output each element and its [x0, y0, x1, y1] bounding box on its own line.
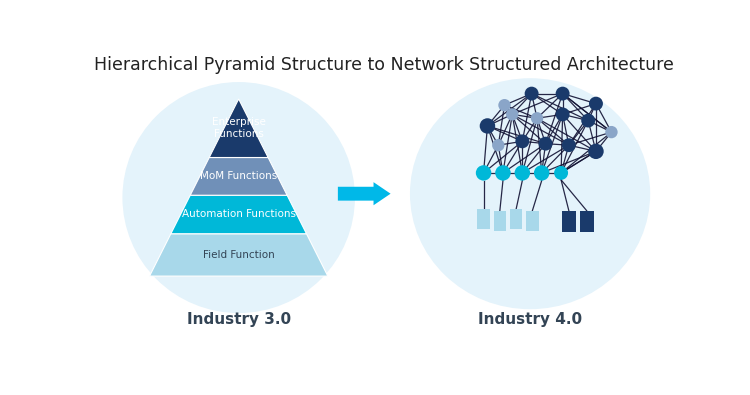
- Circle shape: [495, 165, 511, 181]
- FancyBboxPatch shape: [494, 211, 506, 231]
- Circle shape: [556, 107, 569, 121]
- Circle shape: [531, 112, 543, 124]
- Circle shape: [525, 87, 538, 101]
- Circle shape: [506, 108, 518, 120]
- Circle shape: [605, 126, 618, 138]
- Text: Field Function: Field Function: [202, 250, 274, 260]
- Circle shape: [581, 114, 596, 128]
- Circle shape: [514, 165, 530, 181]
- Polygon shape: [209, 99, 268, 158]
- Text: Hierarchical Pyramid Structure to Network Structured Architecture: Hierarchical Pyramid Structure to Networ…: [94, 56, 674, 74]
- Ellipse shape: [410, 78, 650, 309]
- Circle shape: [480, 118, 495, 134]
- FancyBboxPatch shape: [562, 211, 576, 232]
- Circle shape: [589, 97, 603, 111]
- Circle shape: [562, 138, 576, 152]
- Text: Automation Functions: Automation Functions: [182, 209, 296, 220]
- Circle shape: [498, 99, 511, 111]
- Circle shape: [534, 165, 550, 181]
- Polygon shape: [171, 195, 307, 234]
- Circle shape: [476, 165, 491, 181]
- Polygon shape: [149, 234, 328, 276]
- Polygon shape: [190, 158, 287, 195]
- FancyBboxPatch shape: [510, 209, 522, 229]
- FancyBboxPatch shape: [477, 209, 490, 229]
- Circle shape: [515, 134, 529, 148]
- Circle shape: [556, 87, 569, 101]
- Circle shape: [588, 144, 604, 159]
- FancyBboxPatch shape: [526, 211, 538, 231]
- FancyArrow shape: [338, 182, 391, 205]
- Ellipse shape: [122, 82, 355, 313]
- Text: MoM Functions: MoM Functions: [200, 171, 278, 181]
- Text: Enterprise
Functions: Enterprise Functions: [211, 117, 266, 139]
- Text: Industry 4.0: Industry 4.0: [478, 312, 582, 327]
- Text: Industry 3.0: Industry 3.0: [187, 312, 291, 327]
- Circle shape: [538, 137, 553, 150]
- Circle shape: [554, 166, 568, 180]
- FancyBboxPatch shape: [580, 211, 594, 232]
- Circle shape: [492, 139, 505, 151]
